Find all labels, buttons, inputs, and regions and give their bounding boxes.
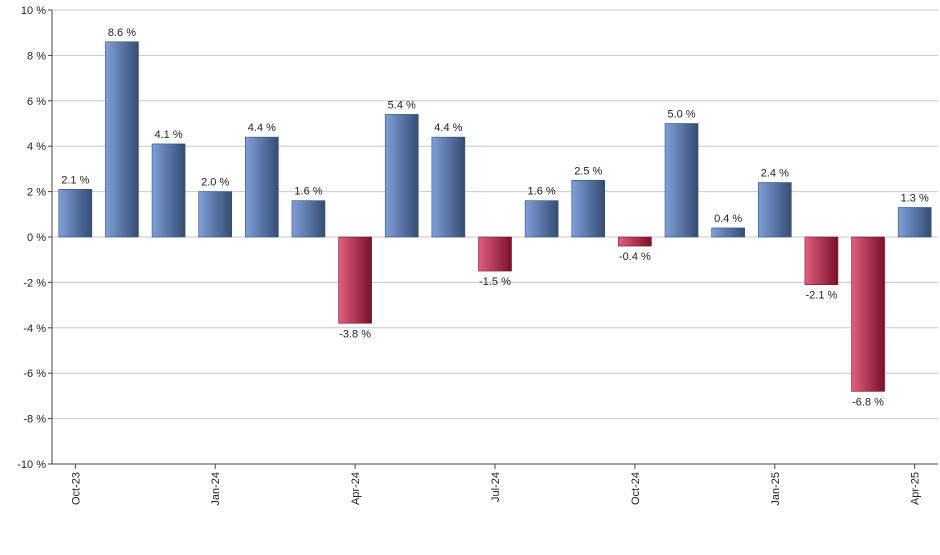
bar-mar-24 (291, 200, 326, 238)
y-tick-label: -8 % (23, 414, 46, 426)
bars (58, 41, 932, 392)
data-label: 5.0 % (667, 109, 695, 121)
data-label: 4.4 % (248, 122, 276, 134)
bar-feb-24 (245, 136, 279, 238)
x-tick-label: Jan-25 (770, 472, 782, 506)
data-label: -0.4 % (619, 251, 651, 263)
data-label: 1.3 % (901, 192, 929, 204)
bar-jan-24 (198, 191, 233, 238)
bar-jul-24 (478, 236, 512, 272)
data-label: 0.4 % (714, 213, 742, 225)
bar-jan-25 (757, 182, 792, 238)
x-tick-label: Oct-24 (630, 472, 642, 505)
data-label: 5.4 % (388, 99, 416, 111)
bar-nov-24 (664, 123, 699, 238)
y-tick-label: -4 % (23, 323, 46, 335)
x-tick-label: Jul-24 (490, 472, 502, 502)
data-label: 4.1 % (155, 129, 183, 141)
data-label: 2.5 % (574, 165, 602, 177)
y-tick-label: 4 % (27, 141, 46, 153)
y-tick-label: 8 % (27, 50, 46, 62)
y-tick-label: 6 % (27, 96, 46, 108)
x-tick-label: Apr-25 (910, 472, 922, 505)
y-tick-label: 10 % (21, 5, 46, 17)
bar-dec-24 (711, 227, 745, 238)
data-labels: 2.1 % 8.6 % 4.1 % 2.0 % 4.4 % 1.6 % -3.8 % 5.4 … (61, 27, 929, 409)
data-label: -2.1 % (806, 290, 838, 302)
data-label: 1.6 % (294, 186, 322, 198)
data-label: -3.8 % (339, 328, 371, 340)
x-tick-label: Apr-24 (350, 472, 362, 505)
bar-apr-25 (897, 207, 932, 238)
data-label: -6.8 % (852, 396, 884, 408)
bar-mar-25 (851, 236, 885, 392)
data-label: 2.1 % (61, 174, 89, 186)
y-tick-label: -10 % (17, 459, 46, 471)
y-tick-label: 2 % (27, 187, 46, 199)
data-label: -1.5 % (479, 276, 511, 288)
data-label: 8.6 % (108, 27, 136, 39)
bar-apr-24 (338, 236, 372, 324)
bar-oct-24 (618, 236, 652, 247)
bar-oct-23 (58, 189, 93, 238)
data-label: 1.6 % (528, 186, 556, 198)
bar-aug-24 (524, 200, 559, 238)
y-tick-label: -6 % (23, 368, 46, 380)
y-tick-label: -2 % (23, 277, 46, 289)
bar-sep-24 (571, 179, 606, 238)
bar-nov-23 (105, 41, 139, 238)
axes: 10 % 8 % 6 % 4 % 2 % 0 % -2 % -4 % -6 % -8 % -10 %… (17, 5, 938, 506)
data-label: 2.0 % (201, 177, 229, 189)
x-tick-label: Jan-24 (210, 472, 222, 506)
bar-may-24 (384, 114, 419, 238)
data-label: 4.4 % (434, 122, 462, 134)
data-label: 2.4 % (761, 168, 789, 180)
bar-dec-23 (151, 143, 186, 238)
bar-feb-25 (804, 236, 839, 285)
x-tick-label: Oct-23 (70, 472, 82, 505)
bar-jun-24 (431, 136, 466, 238)
y-tick-label: 0 % (27, 232, 46, 244)
